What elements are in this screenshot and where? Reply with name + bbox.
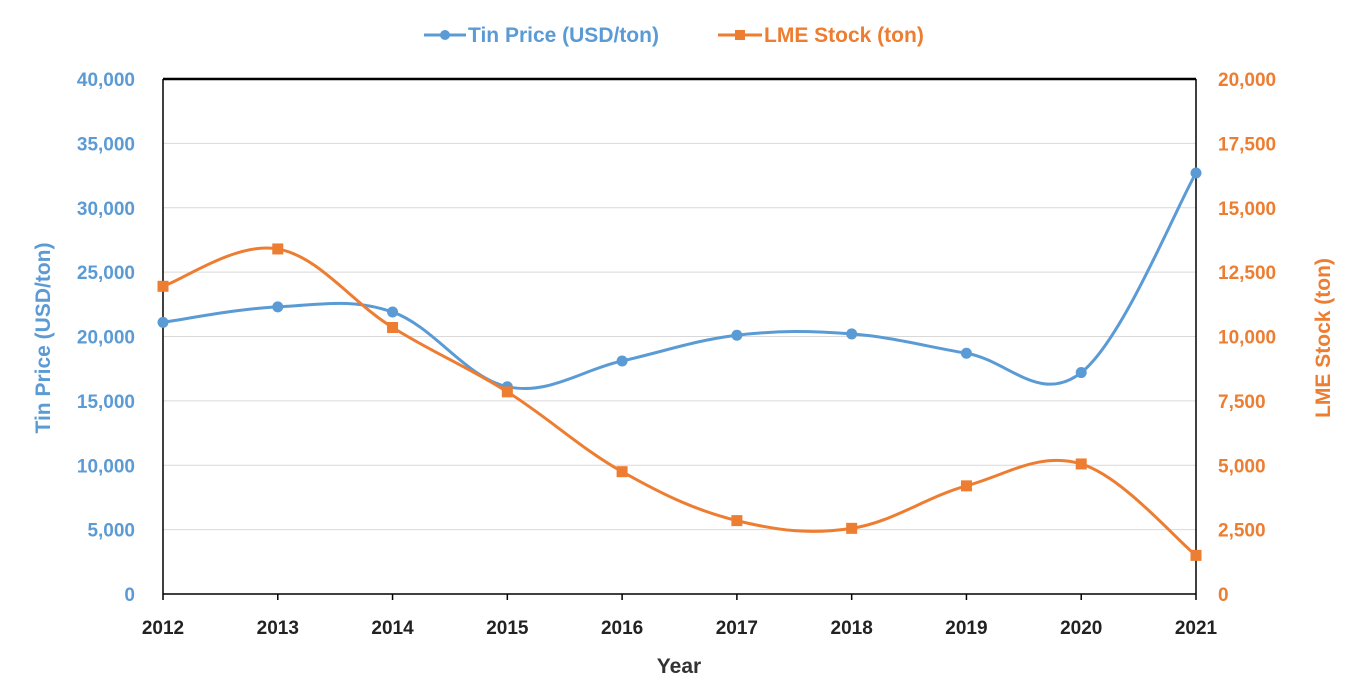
series-line-lme-stock — [162, 246, 1197, 557]
x-tick-label: 2021 — [1175, 618, 1218, 639]
series-group — [157, 167, 1202, 561]
left-tick-label: 5,000 — [87, 521, 135, 542]
axes — [162, 77, 1197, 595]
x-tick-label: 2020 — [1060, 618, 1102, 639]
data-point-lme-stock — [272, 243, 284, 255]
right-tick-label: 17,500 — [1218, 134, 1276, 155]
gridlines — [163, 142, 1196, 531]
x-tick-label: 2013 — [257, 618, 299, 639]
left-tick-label: 15,000 — [77, 392, 135, 413]
data-point-lme-stock — [731, 515, 743, 527]
data-point-lme-stock — [960, 480, 972, 492]
data-point-tin-price — [846, 328, 858, 340]
right-tick-label: 7,500 — [1218, 392, 1266, 413]
x-tick-label: 2019 — [945, 618, 987, 639]
right-tick-label: 0 — [1218, 585, 1229, 606]
right-tick-label: 15,000 — [1218, 199, 1276, 220]
data-point-tin-price — [272, 301, 284, 313]
right-tick-label: 10,000 — [1218, 328, 1276, 349]
left-tick-label: 0 — [124, 585, 135, 606]
x-axis-title: Year — [657, 655, 701, 678]
right-tick-label: 5,000 — [1218, 456, 1266, 477]
data-point-tin-price — [1190, 167, 1202, 179]
x-tick-label: 2018 — [831, 618, 873, 639]
right-tick-label: 2,500 — [1218, 521, 1266, 542]
left-tick-label: 30,000 — [77, 199, 135, 220]
data-point-lme-stock — [616, 466, 628, 478]
data-point-lme-stock — [157, 280, 169, 292]
left-tick-label: 20,000 — [77, 328, 135, 349]
data-point-lme-stock — [387, 321, 399, 333]
x-tick-label: 2012 — [142, 618, 184, 639]
x-tick-label: 2017 — [716, 618, 758, 639]
legend-label-tin-price: Tin Price (USD/ton) — [468, 24, 659, 47]
right-tick-label: 12,500 — [1218, 263, 1276, 284]
left-tick-label: 35,000 — [77, 134, 135, 155]
legend-marker-lme-stock — [735, 30, 745, 40]
data-point-tin-price — [157, 316, 169, 328]
right-axis-title: LME Stock (ton) — [1312, 258, 1335, 418]
data-point-tin-price — [731, 329, 743, 341]
series-line-tin-price — [162, 172, 1198, 391]
legend-label-lme-stock: LME Stock (ton) — [764, 24, 924, 47]
legend: Tin Price (USD/ton) LME Stock (ton) — [424, 24, 924, 47]
left-axis-ticks: 0 5,000 10,000 15,000 20,000 25,000 30,000 35,0… — [77, 70, 135, 606]
data-point-lme-stock — [1075, 458, 1087, 470]
left-tick-label: 40,000 — [77, 70, 135, 91]
right-axis-ticks: 0 2,500 5,000 7,500 10,000 12,500 15,000 17,500… — [1218, 70, 1276, 606]
data-point-tin-price — [960, 347, 972, 359]
legend-marker-tin-price — [440, 30, 450, 40]
legend-item-lme-stock: LME Stock (ton) — [718, 24, 924, 47]
x-tick-label: 2015 — [486, 618, 529, 639]
left-axis-title: Tin Price (USD/ton) — [32, 243, 55, 434]
right-tick-label: 20,000 — [1218, 70, 1276, 91]
data-point-lme-stock — [501, 386, 513, 398]
x-axis-ticks: 2012 2013 2014 2015 2016 2017 2018 2019 2020 2021 — [142, 594, 1218, 639]
data-point-tin-price — [1075, 367, 1087, 379]
data-point-lme-stock — [1190, 549, 1202, 561]
x-tick-label: 2014 — [371, 618, 414, 639]
left-tick-label: 25,000 — [77, 263, 135, 284]
x-tick-label: 2016 — [601, 618, 643, 639]
data-point-lme-stock — [846, 522, 858, 534]
data-point-tin-price — [616, 355, 628, 367]
left-tick-label: 10,000 — [77, 456, 135, 477]
data-point-tin-price — [387, 306, 399, 318]
legend-item-tin-price: Tin Price (USD/ton) — [424, 24, 659, 47]
